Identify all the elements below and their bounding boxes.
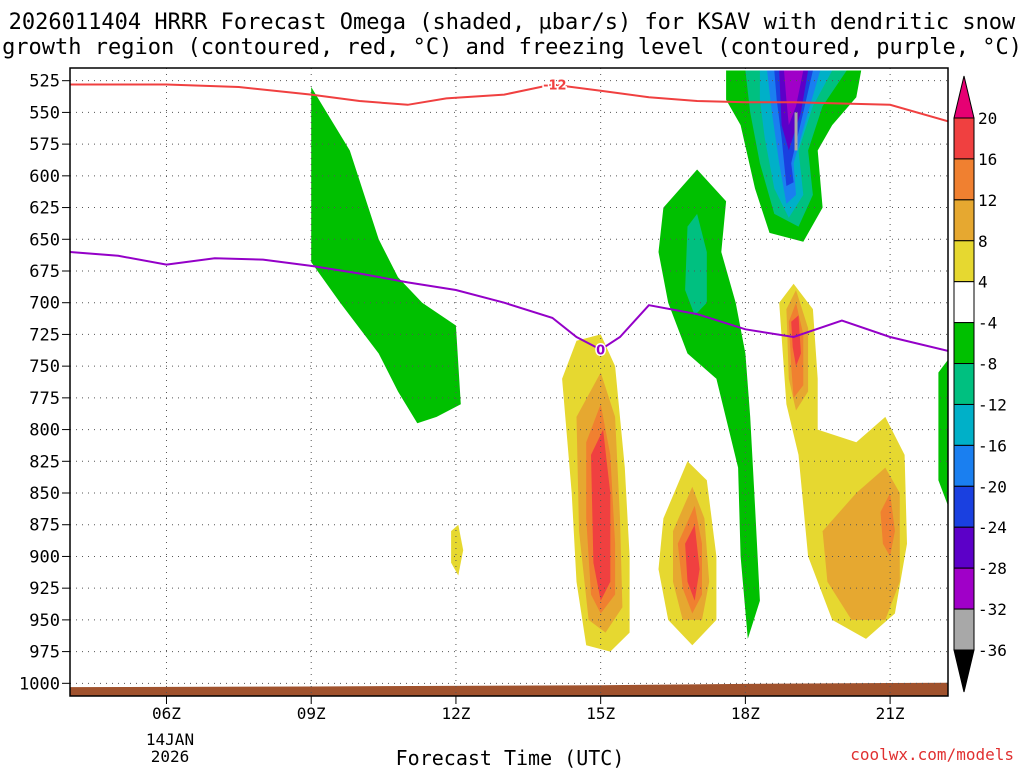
y-tick-label-900: 900 <box>29 547 60 567</box>
colorbar-label-6: -8 <box>978 355 997 374</box>
colorbar-label-4: 4 <box>978 273 988 292</box>
chart-title-line-2: growth region (contoured, red, °C) and f… <box>2 35 1022 60</box>
date-label-year: 2026 <box>151 747 190 766</box>
colorbar-band-6 <box>953 363 975 405</box>
date-label-day: 14JAN <box>146 730 194 749</box>
y-tick-label-575: 575 <box>29 135 60 155</box>
colorbar-label-5: -4 <box>978 314 997 333</box>
omega-region-23 <box>685 524 700 601</box>
x-tick-label-12Z: 12Z <box>441 704 470 723</box>
time-axis: 06Z 09Z 12Z 15Z 18Z 21Z <box>152 696 905 723</box>
colorbar-band-8 <box>953 444 975 487</box>
colorbar-label-10: -24 <box>978 518 1007 537</box>
colorbar-band-1 <box>953 158 975 201</box>
dgz-contour-line <box>70 83 948 123</box>
y-tick-label-625: 625 <box>29 199 60 219</box>
chart-title-line-1: 2026011404 HRRR Forecast Omega (shaded, … <box>9 10 1016 35</box>
omega-region-1 <box>658 169 760 639</box>
plot-gridlines <box>70 68 948 696</box>
dgz-contour-label: -12 <box>543 78 567 93</box>
x-axis-label: Forecast Time (UTC) <box>396 746 625 768</box>
plot-frame <box>69 67 949 697</box>
colorbar-band-12 <box>953 608 975 651</box>
y-tick-label-750: 750 <box>29 357 60 377</box>
colorbar-label-2: 12 <box>978 191 997 210</box>
colorbar-band-9 <box>953 485 975 528</box>
colorbar-band-5 <box>953 322 975 365</box>
omega-region-29 <box>791 315 801 367</box>
y-tick-label-775: 775 <box>29 389 60 409</box>
omega-colorbar: 20 16 12 8 4 -4 -8 -12 -16 -20 -24 -28 -32 -36 <box>953 75 1007 693</box>
x-tick-label-21Z: 21Z <box>876 704 905 723</box>
colorbar-label-8: -16 <box>978 436 1007 455</box>
y-tick-label-525: 525 <box>29 72 60 92</box>
colorbar-band-11 <box>953 567 975 610</box>
omega-region-11 <box>938 70 948 100</box>
x-tick-label-09Z: 09Z <box>297 704 326 723</box>
colorbar-label-1: 16 <box>978 150 997 169</box>
omega-region-0 <box>311 87 461 424</box>
y-tick-label-800: 800 <box>29 421 60 441</box>
omega-region-3 <box>685 213 707 316</box>
pressure-axis: 525 550 575 600 625 650 675 700 725 750 775 800 825 8… <box>19 72 70 694</box>
credit-text: coolwx.com/models <box>850 745 1014 764</box>
omega-region-27 <box>822 467 900 620</box>
y-tick-label-675: 675 <box>29 262 60 282</box>
y-tick-label-975: 975 <box>29 643 60 663</box>
y-tick-label-550: 550 <box>29 103 60 123</box>
colorbar-bottom-triangle <box>953 649 975 693</box>
omega-shaded-regions <box>70 70 948 696</box>
omega-region-13 <box>451 524 464 576</box>
colorbar-band-4 <box>953 281 975 324</box>
colorbar-label-13: -36 <box>978 641 1007 660</box>
colorbar-band-2 <box>953 199 975 242</box>
y-tick-label-1000: 1000 <box>19 674 60 694</box>
colorbar-label-11: -28 <box>978 559 1007 578</box>
omega-region-2 <box>938 359 948 506</box>
freezing-level-line <box>70 251 948 352</box>
y-tick-label-725: 725 <box>29 325 60 345</box>
x-tick-label-18Z: 18Z <box>731 704 760 723</box>
colorbar-label-7: -12 <box>978 395 1007 414</box>
freezing-contour-label: 0 <box>596 344 605 359</box>
omega-region-18 <box>591 429 611 601</box>
y-tick-label-925: 925 <box>29 579 60 599</box>
y-tick-label-950: 950 <box>29 611 60 631</box>
x-tick-label-15Z: 15Z <box>586 704 615 723</box>
x-tick-label-06Z: 06Z <box>152 704 181 723</box>
y-tick-label-700: 700 <box>29 294 60 314</box>
y-tick-label-600: 600 <box>29 167 60 187</box>
colorbar-label-0: 20 <box>978 109 997 128</box>
colorbar-band-0 <box>953 117 975 160</box>
terrain-strip <box>70 682 948 696</box>
colorbar-top-triangle <box>953 75 975 119</box>
contour-lines: -12 0 <box>70 77 948 360</box>
omega-region-10 <box>784 70 804 126</box>
colorbar-band-3 <box>953 240 975 283</box>
colorbar-label-12: -32 <box>978 600 1007 619</box>
colorbar-band-10 <box>953 526 975 569</box>
colorbar-label-3: 8 <box>978 232 988 251</box>
y-tick-label-850: 850 <box>29 484 60 504</box>
omega-region-12 <box>436 493 514 665</box>
y-tick-label-875: 875 <box>29 516 60 536</box>
y-tick-label-825: 825 <box>29 452 60 472</box>
omega-region-30 <box>880 493 895 557</box>
y-tick-label-650: 650 <box>29 230 60 250</box>
colorbar-label-9: -20 <box>978 477 1007 496</box>
colorbar-band-7 <box>953 403 975 446</box>
